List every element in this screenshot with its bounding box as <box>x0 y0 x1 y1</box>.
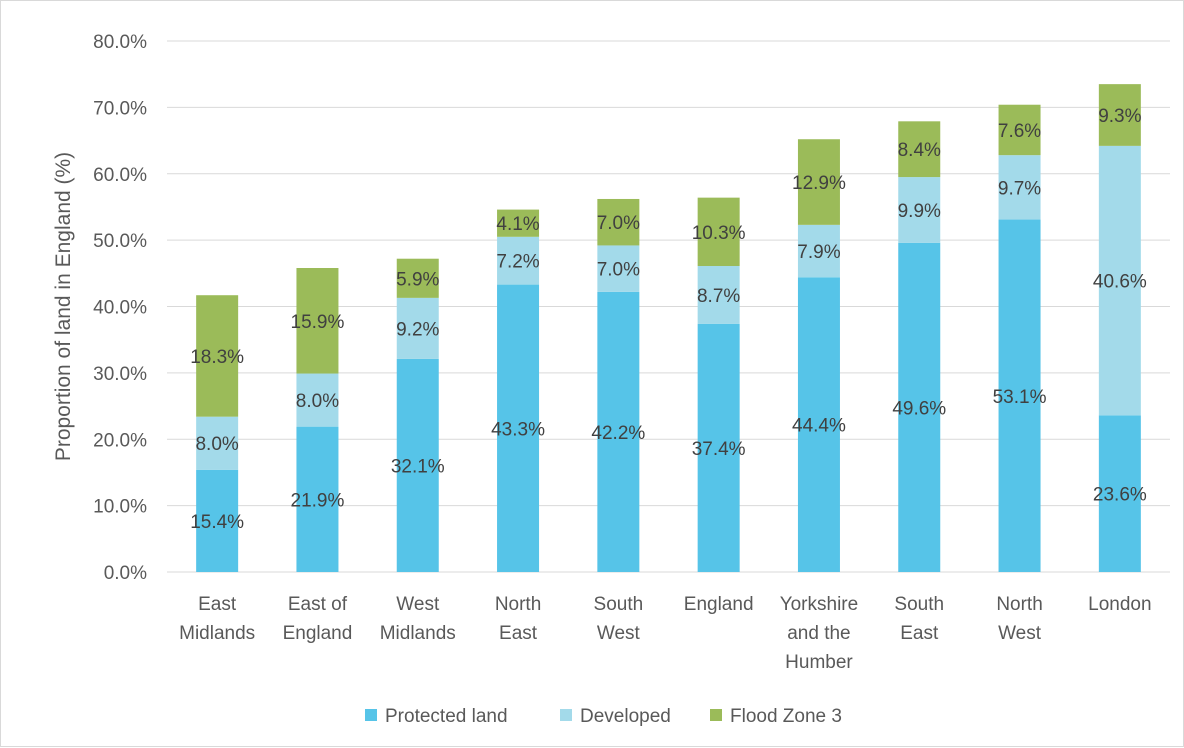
data-label: 32.1% <box>391 456 445 477</box>
bar-segment-developed <box>396 297 439 359</box>
data-label: 49.6% <box>892 398 946 419</box>
data-label: 9.2% <box>396 319 439 340</box>
x-category-label: England <box>684 594 754 615</box>
bar-segment-developed <box>898 177 941 243</box>
data-label: 43.3% <box>491 419 545 440</box>
x-category-label: North <box>996 594 1042 615</box>
data-label: 7.2% <box>496 252 539 273</box>
y-axis-title: Proportion of land in England (%) <box>52 152 75 461</box>
data-label: 15.9% <box>291 312 345 333</box>
data-label: 5.9% <box>396 269 439 290</box>
x-category-label: West <box>998 623 1042 644</box>
legend-swatch <box>365 709 377 721</box>
data-label: 15.4% <box>190 512 244 533</box>
data-label: 18.3% <box>190 347 244 368</box>
bar-segment-developed <box>998 155 1041 220</box>
legend-label: Flood Zone 3 <box>730 706 842 727</box>
y-tick-label: 80.0% <box>93 32 147 53</box>
bar-segment-flood-zone-3 <box>898 121 941 178</box>
legend-swatch <box>710 709 722 721</box>
y-tick-label: 10.0% <box>93 497 147 518</box>
x-category-label: South <box>594 594 644 615</box>
bar-segment-developed <box>296 373 339 427</box>
bar-segment-protected-land <box>196 469 239 572</box>
x-category-label: London <box>1088 594 1151 615</box>
legend-label: Protected land <box>385 706 508 727</box>
bar-segment-protected-land <box>1098 415 1141 572</box>
x-category-label: East <box>900 623 939 644</box>
data-label: 9.9% <box>898 201 941 222</box>
bar-segment-developed <box>697 266 740 324</box>
data-label: 44.4% <box>792 416 846 437</box>
x-category-label: East of <box>288 594 348 615</box>
bar-segment-developed <box>497 236 540 285</box>
data-label: 4.1% <box>496 214 539 235</box>
x-category-label: Midlands <box>380 623 456 644</box>
legend-label: Developed <box>580 706 671 727</box>
y-tick-label: 70.0% <box>93 98 147 119</box>
data-label: 9.7% <box>998 178 1041 199</box>
y-tick-label: 40.0% <box>93 298 147 319</box>
x-category-label: West <box>597 623 641 644</box>
bar-segment-protected-land <box>898 242 941 572</box>
legend-swatch <box>560 709 572 721</box>
data-label: 40.6% <box>1093 272 1147 293</box>
x-category-label: North <box>495 594 541 615</box>
data-label: 21.9% <box>291 490 345 511</box>
bar-segment-protected-land <box>998 219 1041 572</box>
data-label: 23.6% <box>1093 485 1147 506</box>
x-category-label: West <box>396 594 440 615</box>
y-tick-label: 20.0% <box>93 430 147 451</box>
x-category-label: England <box>283 623 353 644</box>
bar-segment-protected-land <box>797 277 840 572</box>
data-label: 8.7% <box>697 286 740 307</box>
data-label: 7.6% <box>998 121 1041 142</box>
data-label: 7.0% <box>597 260 640 281</box>
bar-segment-flood-zone-3 <box>196 295 239 417</box>
data-label: 7.9% <box>797 242 840 263</box>
y-tick-label: 50.0% <box>93 231 147 252</box>
y-tick-label: 60.0% <box>93 165 147 186</box>
data-label: 8.0% <box>195 434 238 455</box>
bar-segment-flood-zone-3 <box>597 198 640 246</box>
data-label: 53.1% <box>993 387 1047 408</box>
y-tick-label: 0.0% <box>104 563 147 584</box>
bar-segment-protected-land <box>497 284 540 572</box>
x-category-label: and the <box>787 623 850 644</box>
bar-segment-protected-land <box>296 426 339 572</box>
bar-segment-flood-zone-3 <box>497 209 540 237</box>
x-category-label: Humber <box>785 652 853 673</box>
x-category-label: East <box>499 623 538 644</box>
data-label: 8.0% <box>296 391 339 412</box>
bar-segment-developed <box>1098 145 1141 416</box>
data-label: 8.4% <box>898 140 941 161</box>
bar-segment-developed <box>597 245 640 292</box>
bar-segment-protected-land <box>396 358 439 572</box>
data-label: 10.3% <box>692 223 746 244</box>
data-label: 37.4% <box>692 439 746 460</box>
x-category-label: Yorkshire <box>780 594 859 615</box>
bar-segment-protected-land <box>697 323 740 572</box>
bar-segment-flood-zone-3 <box>998 104 1041 156</box>
data-label: 42.2% <box>591 423 645 444</box>
bar-segment-flood-zone-3 <box>1098 84 1141 146</box>
bar-segment-flood-zone-3 <box>396 258 439 298</box>
data-label: 7.0% <box>597 213 640 234</box>
bar-segment-flood-zone-3 <box>697 197 740 267</box>
bar-segment-developed <box>797 224 840 278</box>
bar-segment-developed <box>196 416 239 470</box>
y-tick-label: 30.0% <box>93 364 147 385</box>
data-label: 9.3% <box>1098 106 1141 127</box>
bar-segment-flood-zone-3 <box>797 139 840 225</box>
bar-segment-protected-land <box>597 291 640 572</box>
x-category-label: Midlands <box>179 623 255 644</box>
bar-segment-flood-zone-3 <box>296 268 339 374</box>
data-label: 12.9% <box>792 173 846 194</box>
x-category-label: South <box>894 594 944 615</box>
x-category-label: East <box>198 594 237 615</box>
